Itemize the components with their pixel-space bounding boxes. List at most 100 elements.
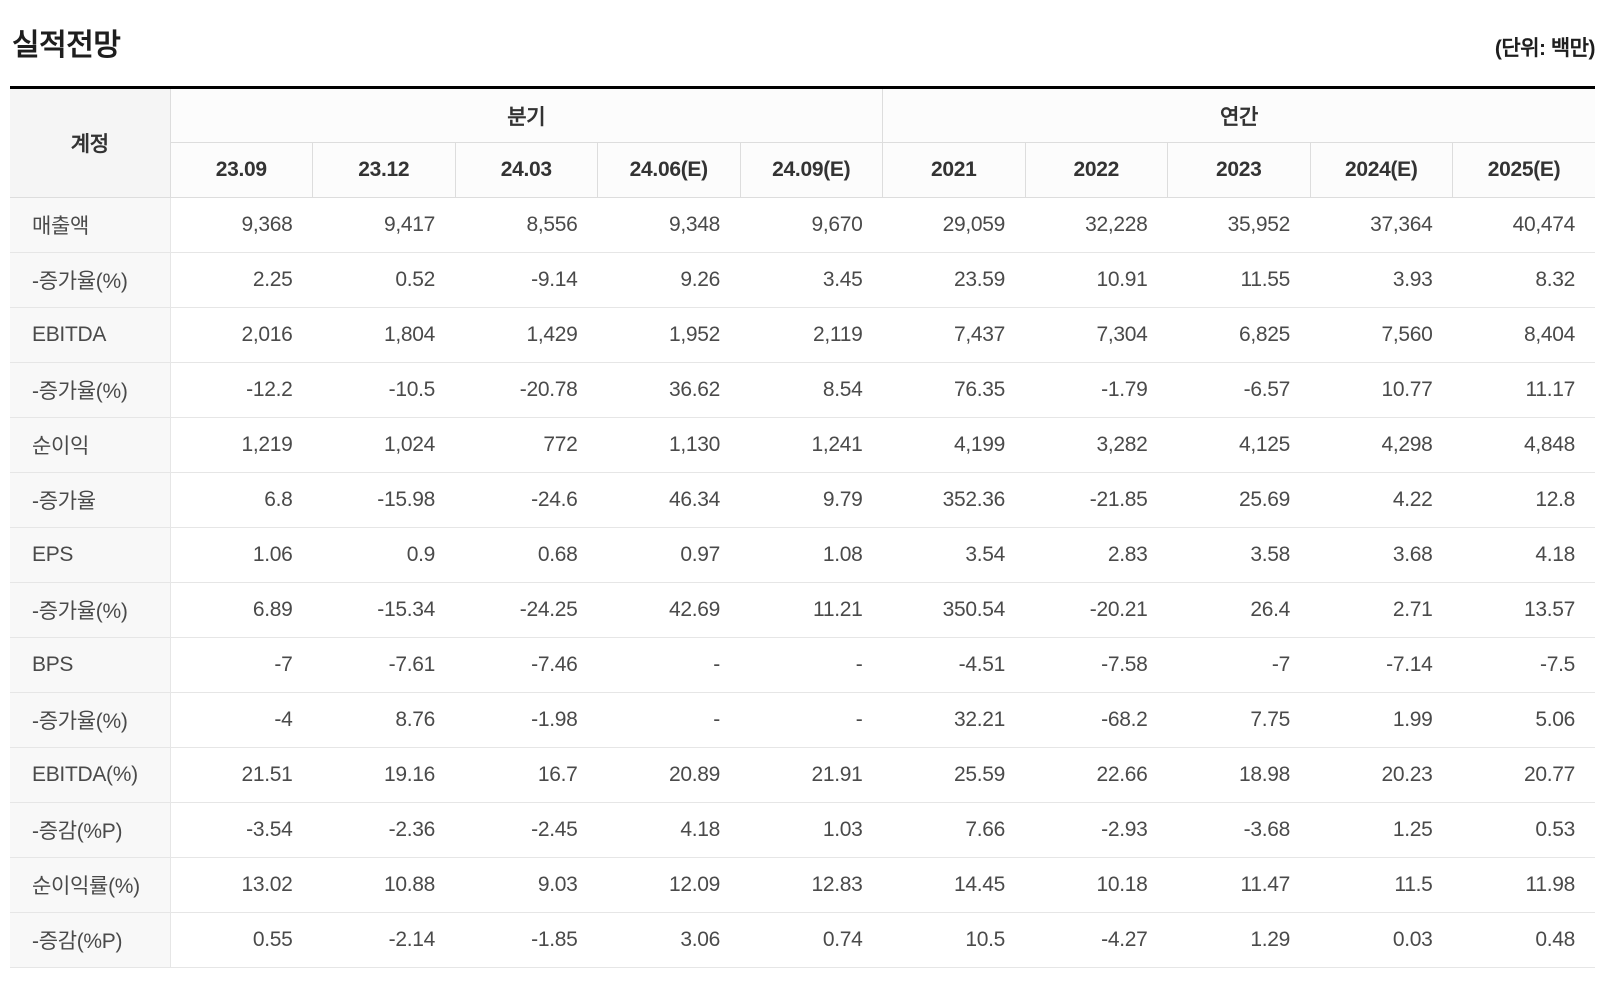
group-header-annual: 연간 [882,87,1595,143]
table-row: EBITDA 2,016 1,804 1,429 1,952 2,119 7,437 7,30… [10,307,1595,363]
cell-value: -7.14 [1310,637,1453,693]
row-label: -증가율(%) [10,692,171,748]
row-label: -증가율 [10,472,171,528]
forecast-page: 실적전망 (단위: 백만) 계정 분기 연간 23.09 23.12 24.03… [10,29,1596,968]
cell-value: -15.98 [312,472,455,528]
cell-value: - [740,637,883,693]
cell-value: 8,556 [455,197,598,253]
cell-value: -15.34 [312,582,455,638]
column-header: 2023 [1167,142,1310,198]
cell-value: -9.14 [455,252,598,308]
cell-value: 18.98 [1167,747,1310,803]
table-row: 순이익 1,219 1,024 772 1,130 1,241 4,199 3,282 4,12… [10,417,1595,473]
cell-value: -24.25 [455,582,598,638]
cell-value: 9.26 [597,252,740,308]
cell-value: 0.03 [1310,912,1453,968]
cell-value: -7.61 [312,637,455,693]
cell-value: 20.77 [1452,747,1595,803]
cell-value: 26.4 [1167,582,1310,638]
cell-value: -4.51 [882,637,1025,693]
cell-value: -24.6 [455,472,598,528]
table-row: -증감(%P) 0.55 -2.14 -1.85 3.06 0.74 10.5 -4.27 1.… [10,912,1595,968]
table-row: -증가율 6.8 -15.98 -24.6 46.34 9.79 352.36 -21.85 2… [10,472,1595,528]
cell-value: -12.2 [170,362,313,418]
cell-value: 11.17 [1452,362,1595,418]
unit-note: (단위: 백만) [1494,37,1596,60]
cell-value: 3.45 [740,252,883,308]
cell-value: - [597,692,740,748]
cell-value: -21.85 [1025,472,1168,528]
cell-value: -2.93 [1025,802,1168,858]
cell-value: 14.45 [882,857,1025,913]
cell-value: 4.18 [597,802,740,858]
cell-value: -1.98 [455,692,598,748]
row-label: -증감(%P) [10,912,171,968]
row-label: -증가율(%) [10,362,171,418]
cell-value: 1,024 [312,417,455,473]
cell-value: 7,560 [1310,307,1453,363]
cell-value: 1,429 [455,307,598,363]
cell-value: -7.58 [1025,637,1168,693]
column-header: 23.09 [169,142,313,198]
cell-value: 9,670 [740,197,883,253]
cell-value: 6.8 [170,472,313,528]
cell-value: 350.54 [882,582,1025,638]
table-row: -증가율(%) 6.89 -15.34 -24.25 42.69 11.21 350.54-… [10,582,1595,638]
cell-value: 36.62 [597,362,740,418]
cell-value: 1.08 [740,527,883,583]
table-row: 순이익률(%) 13.02 10.88 9.03 12.09 12.83 14.45 10.1… [10,857,1595,913]
cell-value: -2.14 [312,912,455,968]
table-row: EPS 1.06 0.9 0.68 0.97 1.08 3.54 2.83 3.58 3.68 4.… [10,527,1595,583]
cell-value: 8.32 [1452,252,1595,308]
cell-value: 12.83 [740,857,883,913]
cell-value: 1.99 [1310,692,1453,748]
cell-value: 23.59 [882,252,1025,308]
cell-value: 11.5 [1310,857,1453,913]
cell-value: 8,404 [1452,307,1595,363]
cell-value: 9.79 [740,472,883,528]
cell-value: 19.16 [312,747,455,803]
column-header: 24.09(E) [739,142,883,198]
cell-value: -4.27 [1025,912,1168,968]
cell-value: 1,241 [740,417,883,473]
row-label: EBITDA [10,307,171,363]
table-row: -증가율(%) -4 8.76 -1.98- -32.21 -68.2 7.75 1.99 5.… [10,692,1595,748]
cell-value: 1,804 [312,307,455,363]
cell-value: -1.79 [1025,362,1168,418]
cell-value: 10.18 [1025,857,1168,913]
cell-value: 9,417 [312,197,455,253]
cell-value: 16.7 [455,747,598,803]
cell-value: 76.35 [882,362,1025,418]
cell-value: 46.34 [597,472,740,528]
cell-value: 35,952 [1167,197,1310,253]
cell-value: 25.69 [1167,472,1310,528]
cell-value: 0.9 [312,527,455,583]
cell-value: -7 [1167,637,1310,693]
cell-value: -68.2 [1025,692,1168,748]
cell-value: 3.54 [882,527,1025,583]
cell-value: 22.66 [1025,747,1168,803]
row-label: EPS [10,527,171,583]
cell-value: 352.36 [882,472,1025,528]
cell-value: 1.25 [1310,802,1453,858]
cell-value: 10.5 [882,912,1025,968]
row-label: BPS [10,637,171,693]
cell-value: 4,125 [1167,417,1310,473]
cell-value: 32,228 [1025,197,1168,253]
cell-value: 4.18 [1452,527,1595,583]
cell-value: -7.5 [1452,637,1595,693]
cell-value: -10.5 [312,362,455,418]
cell-value: 10.88 [312,857,455,913]
forecast-table: 계정 분기 연간 23.09 23.12 24.03 24.06(E) 24.0… [10,86,1595,968]
corner-header: 계정 [10,87,170,198]
row-label: -증감(%P) [10,802,171,858]
group-header-quarterly: 분기 [169,87,883,143]
cell-value: -20.78 [455,362,598,418]
cell-value: 4,848 [1452,417,1595,473]
cell-value: 1.03 [740,802,883,858]
cell-value: 11.55 [1167,252,1310,308]
cell-value: -3.68 [1167,802,1310,858]
cell-value: -1.85 [455,912,598,968]
cell-value: 0.55 [170,912,313,968]
cell-value: 11.21 [740,582,883,638]
